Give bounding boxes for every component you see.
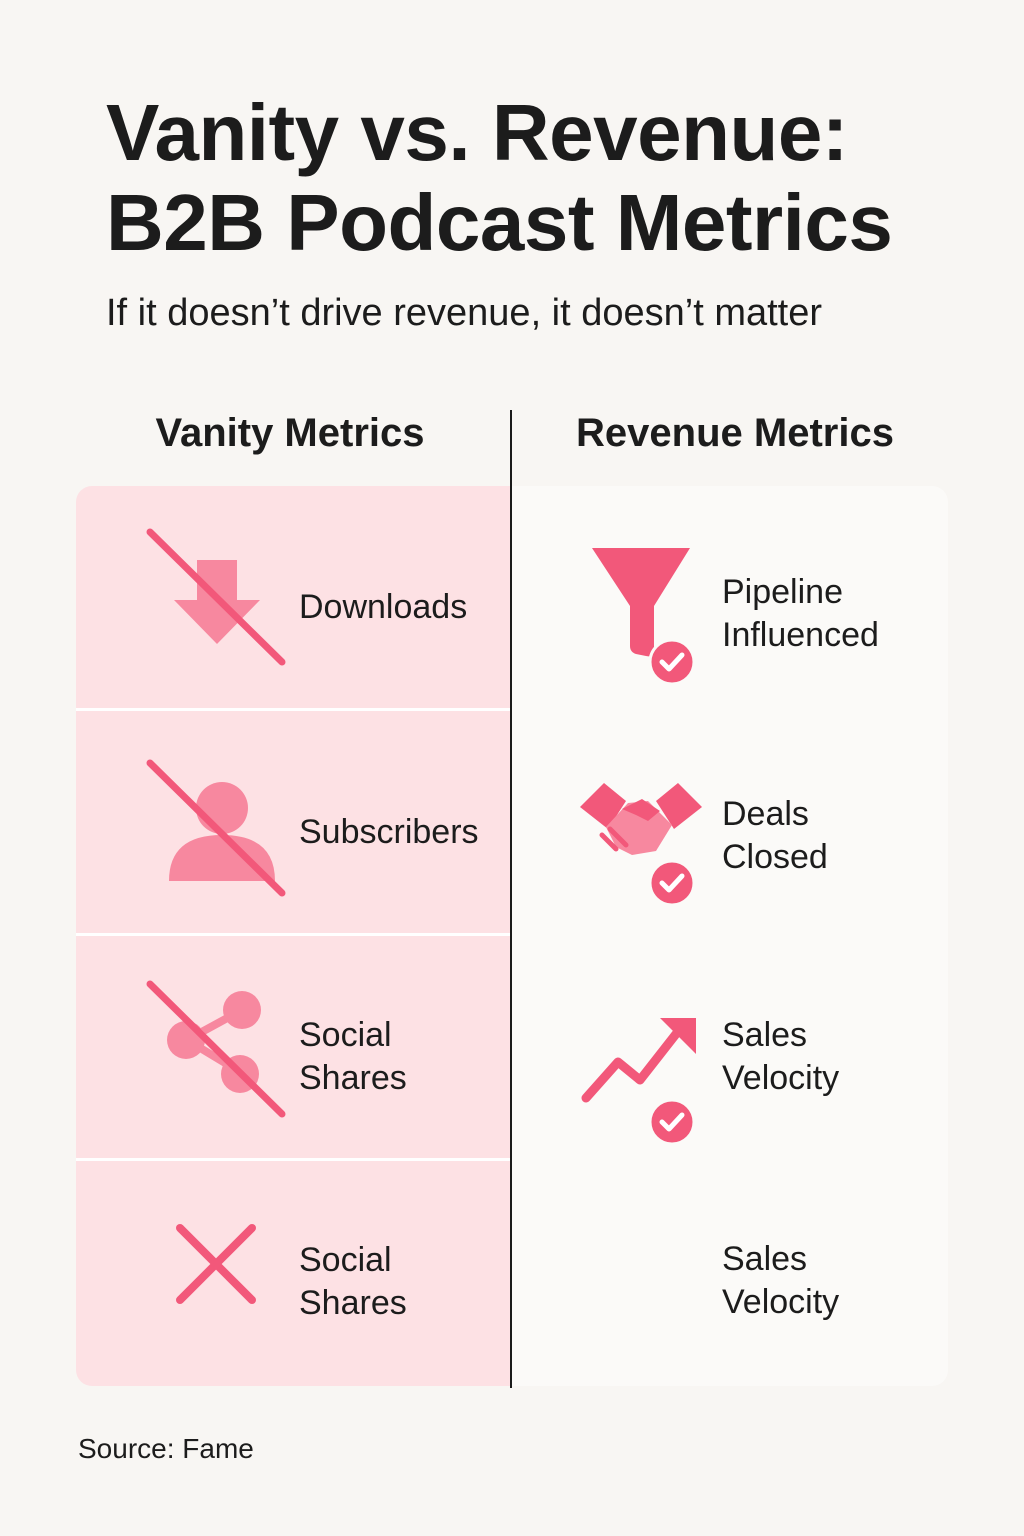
revenue-label-sales-velocity-line-2: Velocity <box>722 1059 840 1097</box>
funnel-check-icon <box>592 548 696 686</box>
vanity-label-social-shares-2: Social Shares <box>299 1239 499 1325</box>
vanity-label-social-shares-line-1: Social <box>299 1016 392 1054</box>
revenue-label-deals-line-2: Closed <box>722 838 828 876</box>
revenue-label-sales-velocity: Sales Velocity <box>722 1014 932 1100</box>
vanity-label-social-shares: Social Shares <box>299 1014 499 1100</box>
column-divider <box>510 410 512 1388</box>
vanity-label-social-shares-2-line-1: Social <box>299 1241 392 1279</box>
person-icon <box>146 759 286 897</box>
revenue-row-pipeline: Pipeline Influenced <box>512 486 948 708</box>
revenue-label-pipeline-line-2: Influenced <box>722 616 879 654</box>
vanity-label-social-shares-line-2: Shares <box>299 1059 407 1097</box>
revenue-label-deals-line-1: Deals <box>722 795 809 833</box>
page-title: Vanity vs. Revenue: B2B Podcast Metrics <box>106 88 986 268</box>
revenue-label-sales-velocity-2-line-2: Velocity <box>722 1283 840 1321</box>
vanity-panel: Downloads Subscribers Social Shares <box>76 486 510 1386</box>
revenue-row-sales-velocity: Sales Velocity <box>512 936 948 1158</box>
trend-arrow-check-icon <box>581 1018 696 1146</box>
share-icon <box>146 980 286 1118</box>
revenue-label-pipeline-line-1: Pipeline <box>722 573 843 611</box>
vanity-label-subscribers: Subscribers <box>299 813 479 851</box>
revenue-row-sales-velocity-2: Sales Velocity <box>512 1161 948 1383</box>
revenue-panel: Pipeline Influenced Deals Closed Sales <box>512 486 948 1386</box>
download-arrow-icon <box>146 528 286 666</box>
handshake-check-icon <box>580 783 702 907</box>
revenue-heading: Revenue Metrics <box>576 411 894 455</box>
title-line-2: B2B Podcast Metrics <box>106 178 893 267</box>
vanity-label-social-shares-2-line-2: Shares <box>299 1284 407 1322</box>
revenue-label-sales-velocity-2: Sales Velocity <box>722 1238 932 1324</box>
vanity-row-social-shares: Social Shares <box>76 936 510 1161</box>
revenue-row-deals: Deals Closed <box>512 711 948 933</box>
revenue-label-sales-velocity-line-1: Sales <box>722 1016 808 1054</box>
title-line-1: Vanity vs. Revenue: <box>106 88 848 177</box>
revenue-label-pipeline: Pipeline Influenced <box>722 571 932 657</box>
revenue-label-sales-velocity-2-line-1: Sales <box>722 1240 808 1278</box>
vanity-heading: Vanity Metrics <box>155 411 425 455</box>
vanity-row-social-shares-2: Social Shares <box>76 1161 510 1383</box>
vanity-row-subscribers: Subscribers <box>76 711 510 936</box>
source-note: Source: Fame <box>78 1433 254 1464</box>
vanity-label-downloads: Downloads <box>299 588 468 626</box>
x-cross-icon <box>176 1224 256 1304</box>
subtitle: If it doesn’t drive revenue, it doesn’t … <box>106 292 823 334</box>
revenue-label-deals: Deals Closed <box>722 793 932 879</box>
vanity-row-downloads: Downloads <box>76 486 510 711</box>
